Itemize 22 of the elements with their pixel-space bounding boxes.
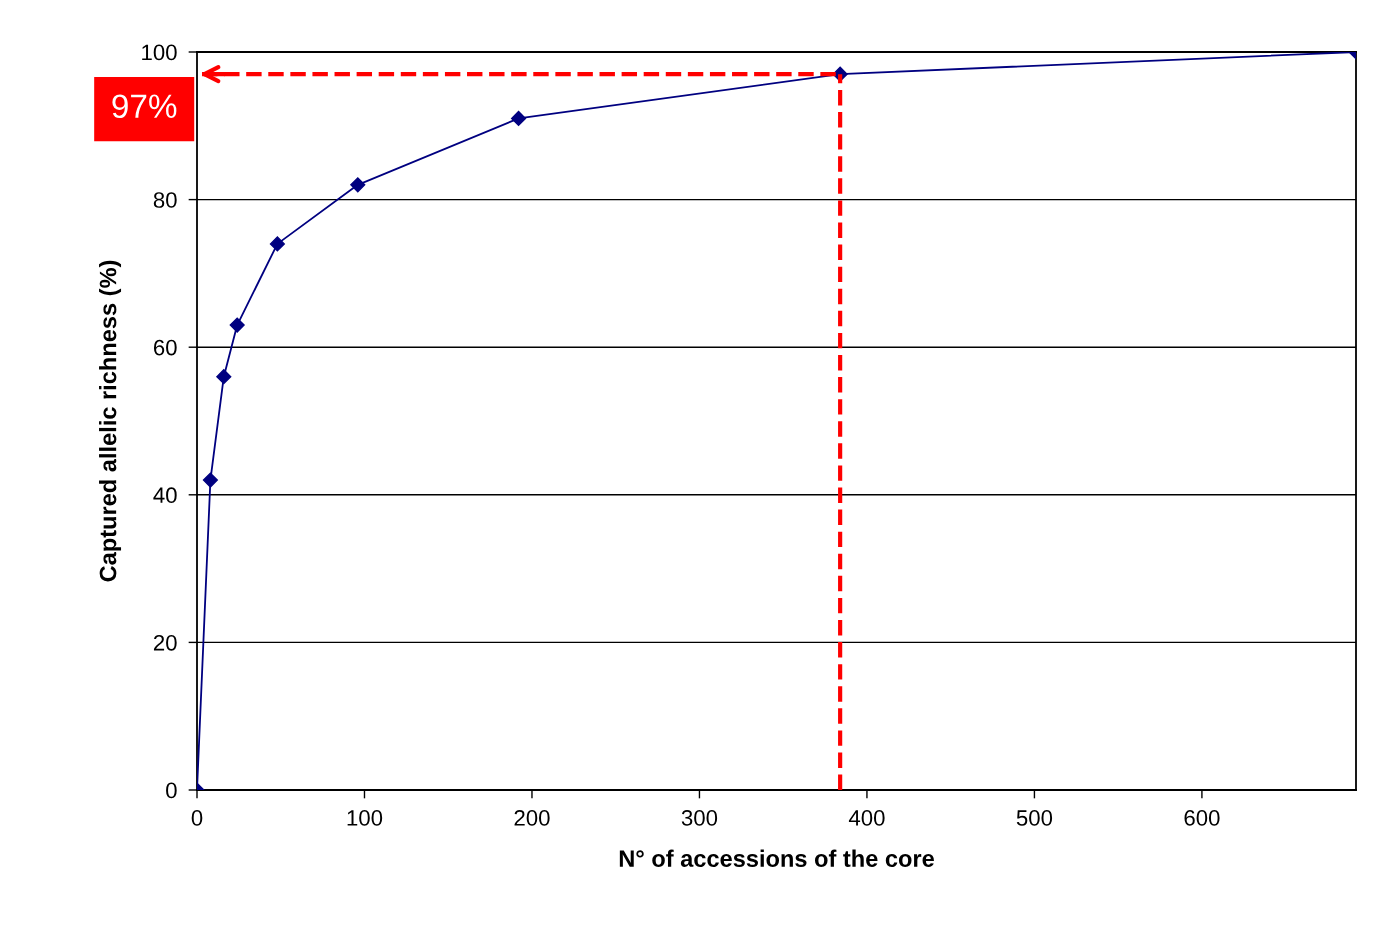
point xyxy=(216,369,232,385)
x-tick-label: 200 xyxy=(514,810,550,826)
x-tick-label: 600 xyxy=(1184,810,1220,826)
y-tick-label: 0 xyxy=(166,782,177,799)
point xyxy=(511,110,527,126)
y-tick-label: 60 xyxy=(153,339,177,356)
x-tick-label: 500 xyxy=(1016,810,1053,826)
point xyxy=(269,236,285,252)
y-tick-label: 80 xyxy=(153,192,177,208)
y-tick-label: 40 xyxy=(153,487,177,504)
y-tick-label: 100 xyxy=(142,44,177,61)
point xyxy=(350,177,366,193)
x-tick-label: 0 xyxy=(191,810,203,826)
y-tick-label: 20 xyxy=(153,634,177,651)
x-tick-label: 100 xyxy=(347,810,383,826)
x-axis-title: N° of accessions of the core xyxy=(619,849,934,867)
ref-line-label: 97% xyxy=(112,94,177,119)
point xyxy=(202,472,218,488)
x-tick-label: 400 xyxy=(848,810,885,826)
y-axis-title: Captured allelic richness (%) xyxy=(99,260,122,582)
x-tick-label: 300 xyxy=(681,810,718,826)
point xyxy=(229,317,245,333)
